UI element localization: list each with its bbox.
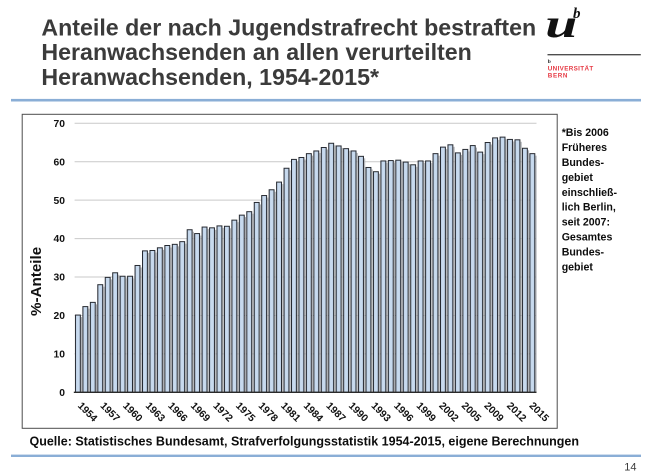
svg-text:0: 0 [59,388,65,399]
svg-text:40: 40 [54,234,66,245]
svg-text:einschließ-: einschließ- [562,187,618,199]
svg-text:seit 2007:: seit 2007: [562,217,610,229]
svg-text:Gesamtes: Gesamtes [562,232,613,244]
svg-text:u: u [545,2,577,46]
svg-text:Heranwachsenden an allen verur: Heranwachsenden an allen verurteilten [41,39,471,65]
svg-text:70: 70 [54,119,66,130]
svg-text:b: b [548,59,551,65]
svg-text:Anteile der nach Jugendstrafre: Anteile der nach Jugendstrafrecht bestra… [41,15,536,41]
svg-text:Quelle: Statistisches Bundesam: Quelle: Statistisches Bundesamt, Strafve… [30,434,579,448]
svg-text:14: 14 [624,462,636,474]
svg-text:30: 30 [54,273,66,284]
svg-text:gebiet: gebiet [562,172,594,184]
svg-text:60: 60 [54,157,66,168]
svg-text:Heranwachsenden, 1954-2015*: Heranwachsenden, 1954-2015* [41,64,379,90]
svg-text:20: 20 [54,311,66,322]
svg-text:*Bis 2006: *Bis 2006 [562,127,609,139]
svg-text:50: 50 [54,196,66,207]
svg-text:Bundes-: Bundes- [562,246,605,258]
svg-text:Früheres: Früheres [562,142,607,154]
svg-text:BERN: BERN [548,73,568,80]
svg-text:lich Berlin,: lich Berlin, [562,202,616,214]
svg-text:b: b [573,6,581,22]
svg-text:%-Anteile: %-Anteile [28,247,45,316]
svg-text:Bundes-: Bundes- [562,157,605,169]
svg-text:gebiet: gebiet [562,261,594,273]
svg-text:UNIVERSITÄT: UNIVERSITÄT [548,65,594,73]
svg-text:10: 10 [54,349,66,360]
